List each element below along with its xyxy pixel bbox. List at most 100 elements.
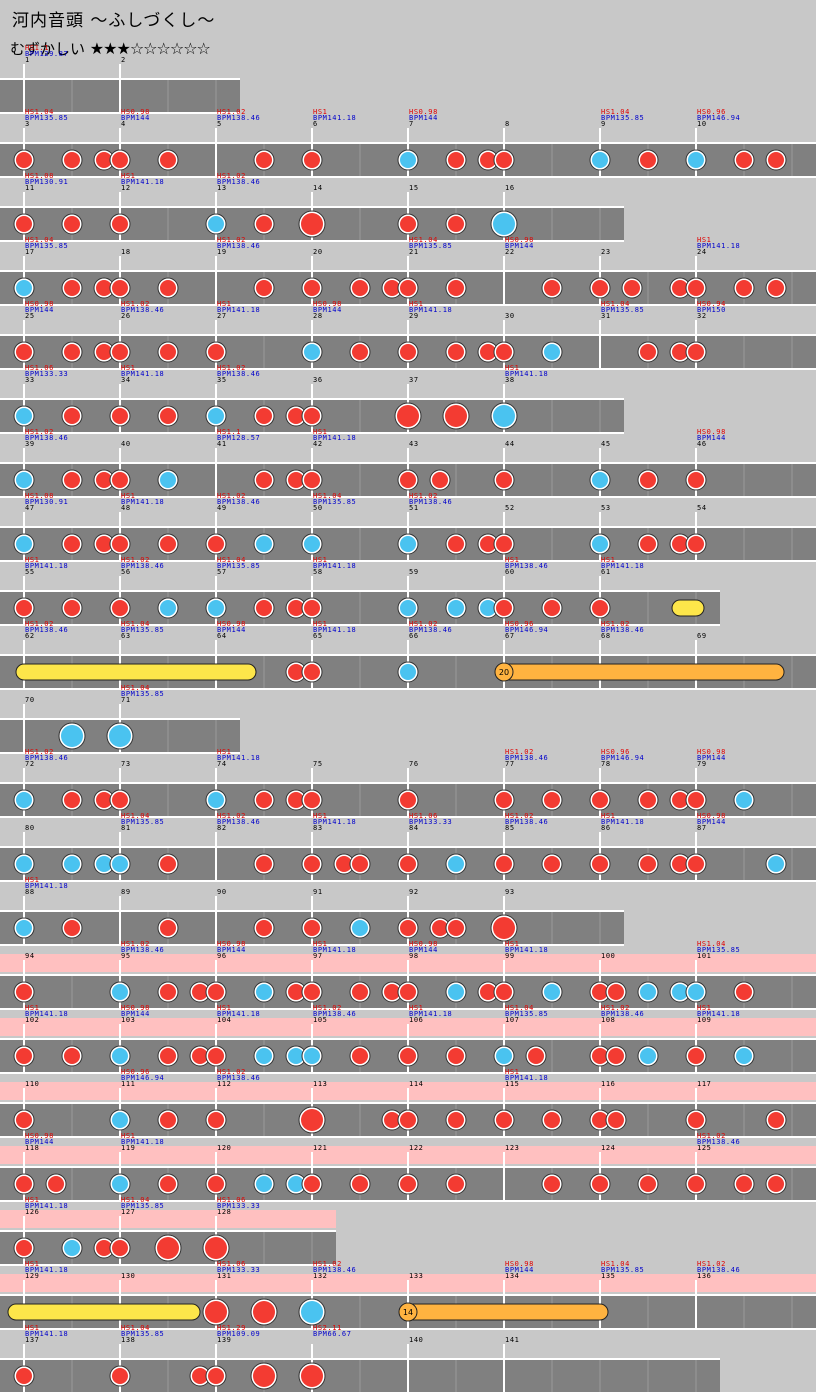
don-note [736,1176,752,1192]
lane-border-bottom [0,560,816,562]
hs-label: HS1.02 [505,812,534,820]
lane-border-bottom [0,240,624,242]
hs-label: HS1 [313,428,327,436]
don-note [400,792,416,808]
don-note [304,472,320,488]
don-note [432,472,449,488]
hs-label: HS1 [313,556,327,564]
measure-number: 45 [601,440,611,448]
bpm-label: BPM141.18 [313,114,356,122]
hs-label: HS1 [505,364,519,372]
don-note [304,152,320,168]
don-note [688,536,704,552]
don-note [672,536,689,552]
don-note [256,472,272,488]
don-note [208,984,224,1000]
measure-number: 126 [25,1208,39,1216]
don-note [96,344,113,360]
measure-number: 111 [121,1080,135,1088]
don-note [448,1112,464,1128]
don-note [256,152,272,168]
measure-number: 121 [313,1144,327,1152]
bpm-label: BPM135.85 [217,562,260,570]
bpm-label: BPM135.85 [601,1266,644,1274]
don-note [688,856,704,872]
don-note [496,1112,512,1128]
don-note [432,920,449,936]
measure-number: 28 [313,312,323,320]
don-note [208,1176,224,1192]
ka-note [736,1048,752,1064]
bpm-label: BPM135.85 [25,114,68,122]
measure-number: 87 [697,824,707,832]
lane-border-bottom [0,944,624,946]
don-note [16,152,32,168]
measure-number: 125 [697,1144,711,1152]
lane-border-bottom [0,1136,816,1138]
big-don-note [253,1301,275,1323]
don-note [736,984,752,1000]
measure-number: 115 [505,1080,519,1088]
bpm-label: BPM66.67 [313,1330,352,1338]
hs-label: HS0.98 [505,236,534,244]
big-don-note [157,1237,179,1259]
don-note [496,344,512,360]
measure-number: 6 [313,120,318,128]
hs-label: HS1 [25,1004,39,1012]
don-note [400,1176,416,1192]
don-note [384,280,401,296]
measure-number: 136 [697,1272,711,1280]
measure-number: 85 [505,824,515,832]
don-note [640,472,656,488]
measure-number: 103 [121,1016,135,1024]
don-note [448,280,464,296]
don-note [16,1048,32,1064]
hs-label: HS1.02 [25,428,54,436]
hs-label: HS0.98 [697,748,726,756]
bpm-label: BPM138.46 [697,1138,740,1146]
measure-number: 80 [25,824,35,832]
don-note [304,600,320,616]
don-note [112,408,128,424]
ka-note [304,1048,320,1064]
bpm-label: BPM144 [505,1266,534,1274]
measure-number: 49 [217,504,227,512]
bpm-label: BPM138.46 [505,562,548,570]
measure-number: 29 [409,312,419,320]
don-note [592,856,608,872]
hs-label: HS1.02 [505,748,534,756]
hs-label: HS1.02 [217,492,246,500]
measure-number: 65 [313,632,323,640]
don-note [400,344,416,360]
bpm-label: BPM138.46 [313,1266,356,1274]
don-note [352,280,368,296]
hs-label: HS1.02 [217,812,246,820]
lane-border-top [0,1230,336,1232]
ka-note [16,408,32,424]
bpm-label: BPM141.18 [25,882,68,890]
don-note [304,1176,320,1192]
don-note [640,1176,656,1192]
bpm-label: BPM144 [121,1010,150,1018]
don-note [448,920,464,936]
don-note [96,280,113,296]
lane-border-bottom [0,752,240,754]
big-don-note [301,1109,323,1131]
chart-row: HS1BPM141.1855HS1.02BPM138.4656HS1.04BPM… [0,556,720,626]
measure-number: 127 [121,1208,135,1216]
bpm-label: BPM141.18 [697,1010,740,1018]
don-note [64,472,80,488]
don-note [400,984,416,1000]
bpm-label: BPM141.18 [601,818,644,826]
don-note [256,600,272,616]
hs-label: HS0.96 [505,620,534,628]
don-note [496,152,512,168]
don-note [64,600,80,616]
don-note [16,600,32,616]
chart-row: HS1.06BPM133.3333HS1BPM141.1834HS1.02BPM… [0,364,624,434]
ka-note [592,472,608,488]
don-note [607,984,624,1000]
don-note [640,792,656,808]
